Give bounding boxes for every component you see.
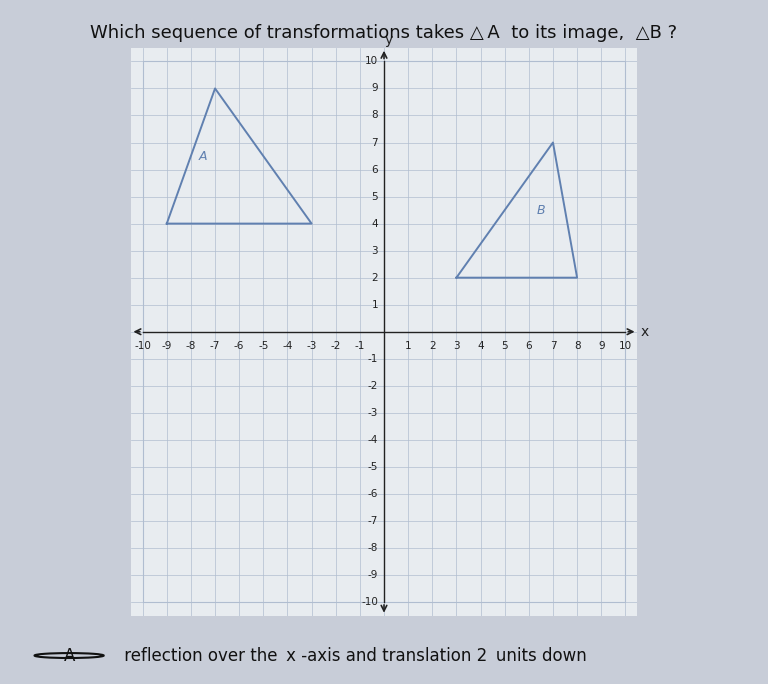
Text: -7: -7 xyxy=(368,516,378,526)
Text: -2: -2 xyxy=(330,341,341,351)
Text: 8: 8 xyxy=(372,110,378,120)
Text: 5: 5 xyxy=(372,192,378,202)
Text: -3: -3 xyxy=(368,408,378,418)
Text: -5: -5 xyxy=(258,341,269,351)
Text: -1: -1 xyxy=(368,354,378,364)
Text: -6: -6 xyxy=(234,341,244,351)
Text: -1: -1 xyxy=(355,341,365,351)
Text: 3: 3 xyxy=(372,246,378,256)
Text: -7: -7 xyxy=(210,341,220,351)
Text: A: A xyxy=(64,646,74,665)
Text: 6: 6 xyxy=(525,341,532,351)
Text: 2: 2 xyxy=(429,341,435,351)
Text: 1: 1 xyxy=(405,341,412,351)
Text: -10: -10 xyxy=(134,341,151,351)
Text: 10: 10 xyxy=(619,341,632,351)
Text: 4: 4 xyxy=(372,219,378,228)
Text: -2: -2 xyxy=(368,381,378,391)
Text: A: A xyxy=(199,150,207,163)
Text: x: x xyxy=(641,325,649,339)
Text: 1: 1 xyxy=(372,300,378,310)
Text: reflection over the  x -axis and translation 2  units down: reflection over the x -axis and translat… xyxy=(119,646,587,665)
Text: 4: 4 xyxy=(477,341,484,351)
Text: -9: -9 xyxy=(368,570,378,580)
Text: 10: 10 xyxy=(365,56,378,66)
Text: -5: -5 xyxy=(368,462,378,472)
Text: 3: 3 xyxy=(453,341,460,351)
Text: 7: 7 xyxy=(372,137,378,148)
Text: 5: 5 xyxy=(502,341,508,351)
Text: 8: 8 xyxy=(574,341,581,351)
Text: -6: -6 xyxy=(368,489,378,499)
Text: 9: 9 xyxy=(372,83,378,94)
Text: B: B xyxy=(537,204,545,217)
Text: -8: -8 xyxy=(368,543,378,553)
Text: -9: -9 xyxy=(161,341,172,351)
Text: -8: -8 xyxy=(186,341,196,351)
Text: -3: -3 xyxy=(306,341,316,351)
Text: Which sequence of transformations takes △ A  to its image,  △B ?: Which sequence of transformations takes … xyxy=(91,24,677,42)
Text: 6: 6 xyxy=(372,165,378,174)
Text: -4: -4 xyxy=(283,341,293,351)
Text: 9: 9 xyxy=(598,341,604,351)
Text: -4: -4 xyxy=(368,435,378,445)
Text: -10: -10 xyxy=(361,597,378,607)
Text: 7: 7 xyxy=(550,341,556,351)
Text: 2: 2 xyxy=(372,273,378,282)
Text: y: y xyxy=(385,33,393,47)
